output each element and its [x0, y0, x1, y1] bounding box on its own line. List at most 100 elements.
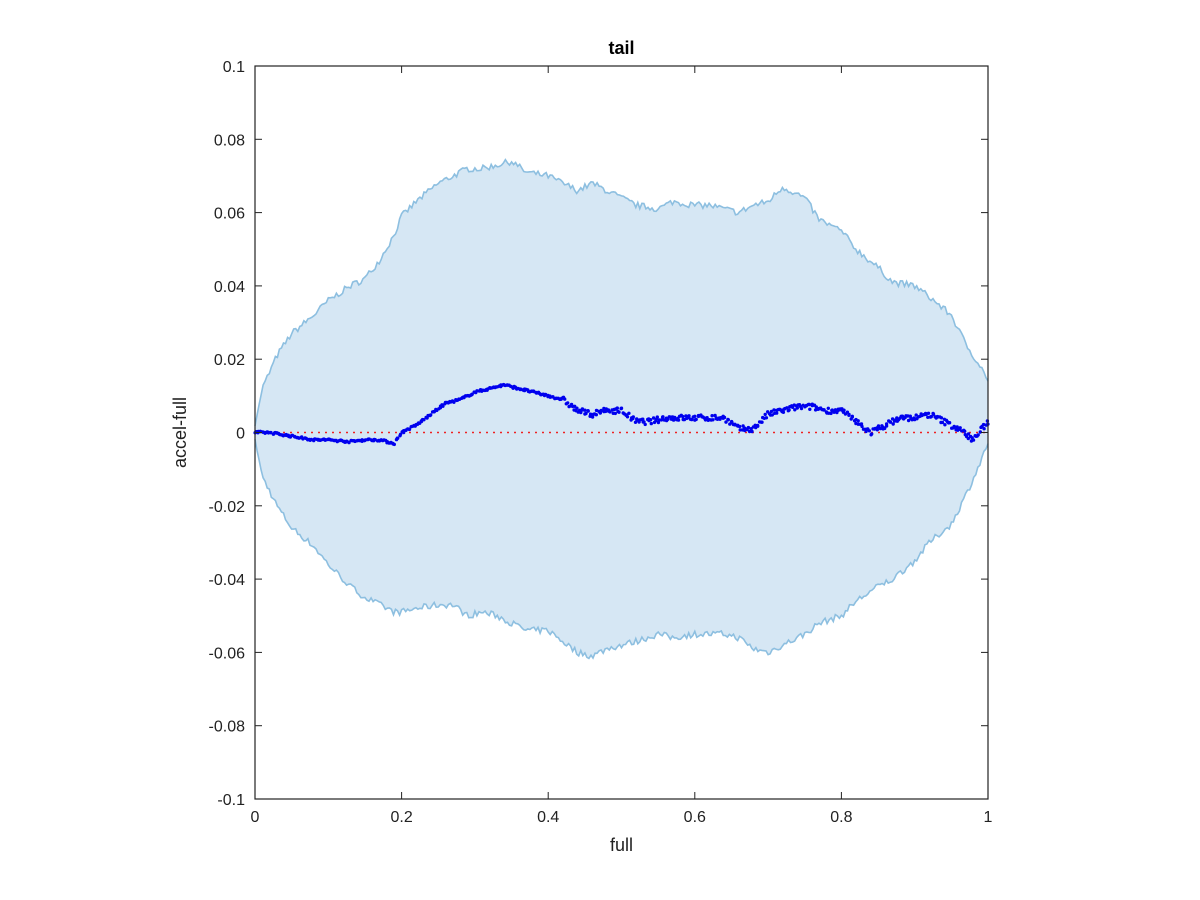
- data-point: [687, 414, 691, 418]
- data-point: [931, 412, 936, 416]
- data-point: [890, 417, 895, 421]
- data-point: [323, 438, 327, 442]
- data-point: [396, 436, 400, 440]
- data-point: [599, 408, 603, 413]
- data-point: [548, 395, 552, 399]
- data-point: [981, 422, 986, 427]
- data-point: [914, 413, 918, 417]
- data-point: [711, 418, 715, 422]
- data-point: [441, 404, 445, 408]
- data-point: [659, 418, 664, 422]
- data-point: [763, 412, 767, 417]
- y-tick-label: -0.1: [217, 792, 245, 809]
- y-tick-label: 0: [236, 426, 245, 443]
- chart-title: tail: [608, 38, 634, 58]
- y-tick-label: 0.04: [214, 279, 245, 296]
- data-point: [760, 420, 764, 424]
- data-point: [955, 425, 959, 429]
- x-tick-label: 0: [251, 809, 260, 826]
- band-upper-edge: [254, 158, 989, 427]
- data-point: [939, 416, 944, 420]
- data-point: [770, 413, 774, 417]
- data-point: [655, 415, 659, 419]
- data-point: [856, 419, 860, 423]
- data-point: [429, 413, 433, 417]
- data-point: [566, 401, 570, 405]
- data-point: [619, 406, 624, 410]
- data-point: [943, 423, 947, 427]
- data-point: [952, 425, 956, 429]
- data-point: [613, 411, 617, 416]
- data-point: [615, 406, 619, 410]
- data-point: [347, 440, 351, 445]
- y-tick-label: -0.02: [209, 499, 246, 516]
- data-point: [772, 408, 776, 412]
- data-point: [608, 410, 612, 414]
- data-point: [900, 414, 905, 418]
- data-point: [756, 424, 760, 428]
- y-tick-label: 0.08: [214, 132, 245, 149]
- data-point: [764, 416, 769, 420]
- data-point: [906, 414, 910, 418]
- data-point: [625, 415, 630, 419]
- data-point: [676, 418, 681, 422]
- data-point: [807, 402, 811, 407]
- data-point: [594, 413, 598, 417]
- data-point: [822, 408, 826, 412]
- x-tick-label: 0.2: [390, 809, 412, 826]
- data-point: [876, 424, 881, 428]
- data-point: [627, 411, 631, 415]
- y-tick-labels: -0.1 -0.08 -0.06 -0.04 -0.02 0 0.02 0.04 0.06 0.0…: [209, 59, 246, 809]
- data-point: [958, 426, 962, 430]
- data-point: [693, 414, 697, 418]
- data-point: [966, 432, 971, 436]
- data-point: [906, 418, 911, 423]
- data-point: [929, 414, 933, 419]
- data-point: [579, 410, 583, 415]
- y-tick-label: -0.04: [209, 572, 246, 589]
- data-point: [666, 417, 670, 421]
- data-point: [842, 408, 846, 412]
- x-tick-labels: 0 0.2 0.4 0.6 0.8 1: [251, 809, 993, 826]
- data-point: [926, 415, 930, 419]
- data-point: [883, 426, 887, 431]
- band-lower-edge: [254, 439, 989, 660]
- data-point: [737, 424, 742, 429]
- data-point: [722, 415, 727, 420]
- data-point: [860, 424, 864, 429]
- data-point: [833, 408, 838, 412]
- data-point: [867, 429, 871, 433]
- data-point: [966, 436, 970, 441]
- data-point: [452, 400, 456, 404]
- data-point: [870, 432, 874, 436]
- data-point: [651, 416, 656, 420]
- data-point: [808, 407, 812, 411]
- data-point: [971, 438, 976, 442]
- data-point: [588, 412, 593, 416]
- data-point: [631, 415, 635, 419]
- data-point: [733, 423, 737, 427]
- data-point: [976, 433, 980, 437]
- data-point: [963, 429, 967, 433]
- x-tick-label: 0.8: [830, 809, 852, 826]
- data-points: [253, 382, 990, 447]
- data-point: [583, 408, 587, 412]
- data-point: [710, 414, 714, 418]
- data-point: [891, 422, 895, 426]
- axis-ticks: [254, 65, 989, 800]
- data-point: [649, 421, 653, 426]
- data-point: [850, 415, 854, 419]
- data-point: [940, 420, 945, 425]
- data-point: [826, 406, 830, 410]
- data-point: [398, 432, 403, 436]
- y-tick-label: 0.06: [214, 206, 245, 223]
- data-point: [926, 411, 931, 415]
- data-point: [422, 418, 426, 422]
- data-point: [795, 406, 799, 410]
- data-point: [681, 414, 685, 419]
- data-point: [785, 406, 789, 410]
- data-point: [617, 410, 621, 414]
- data-point: [690, 417, 694, 422]
- x-tick-label: 0.4: [537, 809, 559, 826]
- data-point: [746, 425, 751, 430]
